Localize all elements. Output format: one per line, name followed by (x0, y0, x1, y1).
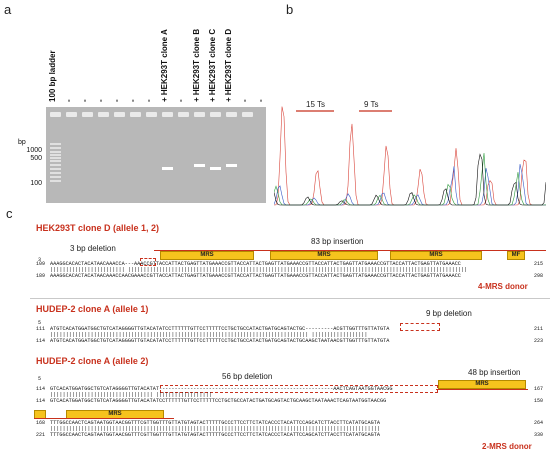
alignment-2-row-1-end: 211 (534, 326, 544, 332)
gel-lane-label-2: - (80, 99, 89, 102)
sanger-chromatogram (274, 106, 546, 206)
gel-lane-label-12: - (240, 99, 249, 102)
alignment-1-annotation-deletion: 3 bp deletion (70, 244, 116, 253)
alignment-2-annotation-deletion: 9 bp deletion (426, 309, 472, 318)
alignment-3-row-3-end: 150 (534, 398, 544, 404)
alignment-1-row-2-match: |||||||||||||||||||||||| |||||||||||||||… (50, 267, 468, 273)
alignment-3-title: HUDEP-2 clone A (allele 2) (36, 356, 149, 366)
panel-label-b: b (286, 2, 294, 17)
alignment-3-row-3-sequence: GTCACATGGATGGCTGTCATAGGGGTTGTACATATCCTTT… (50, 398, 387, 404)
alignment-2-marker: 5 (38, 320, 42, 326)
poly-t-run-2-label: 9 Ts (364, 100, 379, 109)
trace-0 (274, 106, 546, 206)
alignment-3-marker: 5 (38, 376, 42, 382)
agarose-gel-image (46, 107, 266, 203)
trace-3 (274, 153, 546, 206)
alignment-3-row-1-end: 167 (534, 386, 544, 392)
alignment-1-row-3-end: 298 (534, 273, 544, 279)
bp-unit-label: bp (18, 139, 26, 146)
alignment-1-mrs-3: MRS (390, 251, 482, 260)
alignment-1-donor: 4-MRS donor (478, 282, 528, 291)
alignment-2-deletion-box (400, 323, 440, 331)
gel-lane-label-0: 100 bp ladder (48, 50, 57, 102)
gel-lane-label-7: + HEK293T clone A (160, 29, 169, 102)
alignment-1-mrs-4: MF (507, 251, 525, 260)
alignment-1-mrs-1: MRS (160, 251, 254, 260)
panel-label-c: c (6, 206, 13, 221)
alignment-3-annotation-deletion: 56 bp deletion (222, 372, 273, 381)
alignment-1-deletion-box (140, 258, 156, 266)
alignment-2-title: HUDEP-2 clone A (allele 1) (36, 304, 149, 314)
gel-lane-label-4: - (112, 99, 121, 102)
gel-lane-label-8: - (176, 99, 185, 102)
alignment-3-row-4-end: 264 (534, 420, 544, 426)
alignment-3-row-6-sequence: TTTGGCCAACTCAGTAATGGTAACGGTTTCGTTGGTTTGT… (50, 432, 380, 438)
alignment-1-mrs-2: MRS (270, 251, 378, 260)
alignment-2-row-1-sequence: ATGTCACATGGATGGCTGTCATAGGGGTTGTACATATCCT… (50, 326, 390, 332)
alignment-3-row-6-start: 221 (36, 432, 46, 438)
gel-lane-label-6: - (144, 99, 153, 102)
alignment-2-row-2-match: ||||||||||||||||||||||||||||||||||||||||… (50, 332, 368, 338)
alignment-3-row-1-start: 114 (36, 386, 46, 392)
alignment-3-row-5-match: ||||||||||||||||||||||||||||||||||||||||… (50, 426, 380, 432)
band-clone-c (210, 167, 221, 170)
alignment-2-row-3-start: 114 (36, 338, 46, 344)
gel-lane-label-13: - (256, 99, 265, 102)
gel-lane-label-9: + HEK293T clone B (192, 28, 201, 102)
alignment-3-annotation-insertion: 48 bp insertion (468, 368, 521, 377)
alignment-1-row-1-sequence: AAAGGCACACTACATAACAAACCA---AAACCGTTACCAT… (50, 261, 461, 267)
alignment-3-row-4-start: 168 (36, 420, 46, 426)
alignment-1-title: HEK293T clone D (allele 1, 2) (36, 223, 160, 233)
alignment-2-row-1-start: 111 (36, 326, 46, 332)
alignment-1-row-3-sequence: AAAGGCACACTACATAACAAACCAACGAAACCGTTACCAT… (50, 273, 461, 279)
band-clone-b (194, 164, 205, 167)
alignment-3-row-1-sequence: GTCACATGGATGGCTGTCATAGGGGTTGTACATAT-----… (50, 386, 393, 392)
alignment-2-row-3-sequence: ATGTCACATGGATGGCTGTCATAGGGGTTGTACATATCCT… (50, 338, 390, 344)
gel-lane-label-1: - (64, 99, 73, 102)
alignment-1-row-1-end: 215 (534, 261, 544, 267)
gel-lane-label-10: + HEK293T clone C (208, 28, 217, 102)
section-divider (30, 298, 550, 299)
alignment-3-donor: 2-MRS donor (482, 442, 532, 451)
poly-t-run-1-label: 15 Ts (306, 100, 325, 109)
alignment-3-row-4-sequence: TTTGGCCAACTCAGTAATGGTAACGGTTTCGTTGGTTTGT… (50, 420, 380, 426)
alignment-1-insertion-line (154, 250, 546, 251)
bp-mark-500: 500 (30, 155, 42, 162)
alignment-1-marker: 3 (38, 257, 42, 263)
bp-mark-1000: 1000 (26, 147, 42, 154)
alignment-2-row-3-end: 223 (534, 338, 544, 344)
trace-2 (274, 152, 546, 206)
alignment-3-mrs-top: MRS (438, 380, 526, 389)
gel-lane-label-11: + HEK293T clone D (224, 28, 233, 102)
alignment-1-row-1-start: 109 (36, 261, 46, 267)
gel-lane-label-3: - (96, 99, 105, 102)
bp-mark-100: 100 (30, 180, 42, 187)
alignment-1-row-3-start: 189 (36, 273, 46, 279)
alignment-3-row-2-match: ||||||||||||||||||||||||||||||||| ||||||… (50, 392, 212, 398)
band-clone-a (162, 167, 173, 170)
band-clone-d (226, 164, 237, 167)
panel-label-a: a (4, 2, 12, 17)
alignment-3-row-6-end: 330 (534, 432, 544, 438)
gel-lane-label-5: - (128, 99, 137, 102)
alignment-3-insertion-line (436, 389, 528, 390)
alignment-1-annotation-insertion: 83 bp insertion (311, 237, 364, 246)
alignment-3-row-3-start: 114 (36, 398, 46, 404)
alignment-3-insertion-line-2 (34, 418, 174, 419)
